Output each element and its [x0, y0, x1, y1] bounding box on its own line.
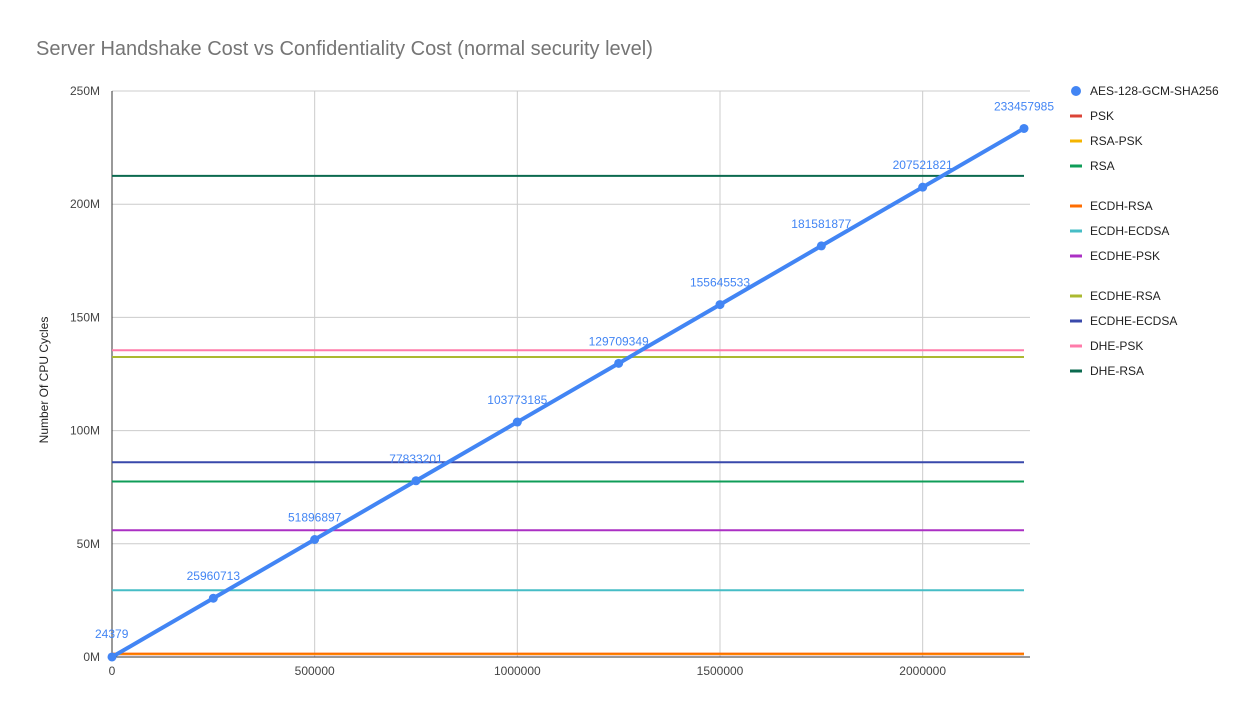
data-point: [107, 652, 117, 662]
axis-layer: 0M 50M 100M 150M 200M 250M 0 500000 1000000 15000…: [70, 84, 1030, 678]
legend-label: PSK: [1090, 109, 1114, 123]
legend-label: ECDHE-ECDSA: [1090, 314, 1177, 328]
horizontal-series-layer: [112, 174, 1024, 656]
x-tick-label: 1000000: [494, 664, 541, 678]
y-tick-label: 50M: [77, 537, 100, 551]
legend: AES-128-GCM-SHA256 PSK RSA-PSK RSA ECDH-RSA E…: [1070, 84, 1219, 378]
data-label: 24379: [95, 627, 129, 641]
legend-label: DHE-PSK: [1090, 339, 1143, 353]
legend-label: ECDH-ECDSA: [1090, 224, 1169, 238]
data-point: [1019, 123, 1029, 133]
data-label-layer: 24379 25960713 51896897 77833201 103773185 12…: [95, 99, 1054, 640]
y-tick-label: 150M: [70, 310, 100, 324]
data-label: 103773185: [487, 393, 547, 407]
data-label: 233457985: [994, 99, 1054, 113]
x-tick-label: 1500000: [697, 664, 744, 678]
x-tick-label: 2000000: [899, 664, 946, 678]
legend-label: RSA-PSK: [1090, 134, 1143, 148]
grid-layer: [112, 90, 1030, 657]
legend-label: RSA: [1090, 159, 1115, 173]
legend-label: DHE-RSA: [1090, 364, 1144, 378]
data-label: 155645533: [690, 276, 750, 290]
chart-title: Server Handshake Cost vs Confidentiality…: [36, 38, 653, 60]
data-point: [310, 535, 320, 545]
legend-label: ECDHE-RSA: [1090, 289, 1161, 303]
legend-marker: [1071, 86, 1081, 96]
series-line-aes-128-gcm-sha256: [110, 126, 1026, 659]
data-point: [512, 417, 522, 427]
y-tick-label: 0M: [83, 650, 100, 664]
x-tick-label: 0: [109, 664, 116, 678]
data-label: 129709349: [589, 334, 649, 348]
data-label: 207521821: [893, 158, 953, 172]
data-point: [816, 241, 826, 251]
y-tick-label: 250M: [70, 84, 100, 98]
data-label: 51896897: [288, 511, 342, 525]
data-point: [208, 593, 218, 603]
y-tick-label: 200M: [70, 197, 100, 211]
data-point: [614, 358, 624, 368]
data-label: 77833201: [389, 452, 443, 466]
main-series-layer: [107, 123, 1029, 662]
legend-label: AES-128-GCM-SHA256: [1090, 84, 1219, 98]
x-tick-label: 500000: [295, 664, 335, 678]
y-axis-title: Number Of CPU Cycles: [37, 317, 51, 444]
legend-label: ECDH-RSA: [1090, 199, 1153, 213]
legend-label: ECDHE-PSK: [1090, 249, 1160, 263]
data-point: [715, 300, 725, 310]
data-label: 181581877: [791, 217, 851, 231]
data-label: 25960713: [187, 569, 241, 583]
data-point: [411, 476, 421, 486]
y-tick-label: 100M: [70, 424, 100, 438]
data-point: [918, 182, 928, 192]
